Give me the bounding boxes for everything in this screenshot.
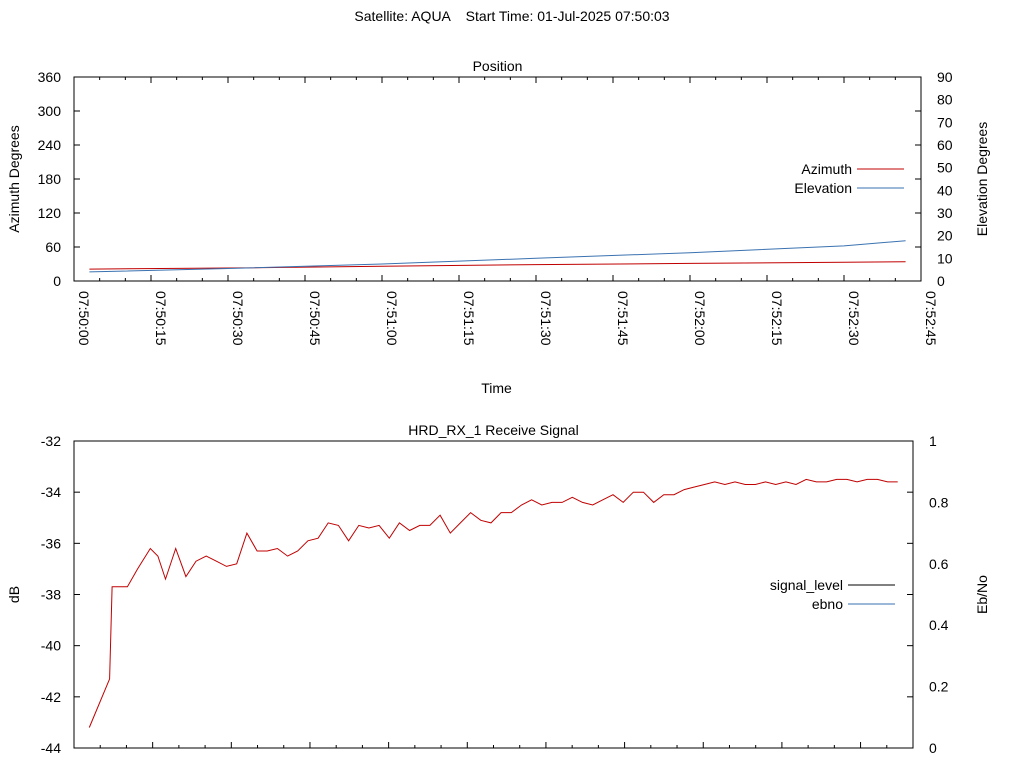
signal-y2-tick-label: 0.8 <box>929 494 949 510</box>
signal-series-line-trace <box>88 478 898 728</box>
signal-legend-label: signal_level <box>770 577 843 593</box>
position-y2-tick-label: 60 <box>937 137 953 153</box>
position-x-tick-label: 07:51:00 <box>384 291 400 346</box>
position-y2-tick-label: 10 <box>937 250 953 266</box>
position-x-tick-label: 07:50:30 <box>230 291 246 346</box>
signal-plot-frame <box>73 440 914 749</box>
signal-y2-tick-label: 0.6 <box>929 556 949 572</box>
position-plot-frame <box>73 76 922 282</box>
position-y2-tick-label: 70 <box>937 114 953 130</box>
signal-y-tick-label: -32 <box>41 433 61 449</box>
signal-y2-tick-label: 0.2 <box>929 679 949 695</box>
position-y-tick-label: 120 <box>38 205 62 221</box>
signal-y2-axis-label: Eb/No <box>974 575 990 614</box>
position-y-tick-label: 180 <box>38 171 62 187</box>
position-x-axis-label: Time <box>481 380 512 396</box>
signal-y-tick-label: -34 <box>41 484 61 500</box>
position-y2-axis-label: Elevation Degrees <box>974 122 990 236</box>
signal-y2-tick-label: 0 <box>929 740 937 756</box>
position-x-tick-label: 07:51:15 <box>461 291 477 346</box>
signal-y-axis-label: dB <box>6 586 22 603</box>
position-y-tick-label: 300 <box>38 103 62 119</box>
signal-y-tick-label: -42 <box>41 689 61 705</box>
position-y2-tick-label: 30 <box>937 205 953 221</box>
position-x-tick-label: 07:51:45 <box>615 291 631 346</box>
position-series-line-Azimuth <box>89 261 906 270</box>
signal-y-tick-label: -36 <box>41 535 61 551</box>
position-y2-tick-label: 80 <box>937 92 953 108</box>
position-x-tick-label: 07:52:30 <box>846 291 862 346</box>
position-y2-tick-label: 20 <box>937 228 953 244</box>
position-y2-tick-label: 50 <box>937 160 953 176</box>
position-x-tick-label: 07:50:15 <box>153 291 169 346</box>
position-chart-title: Position <box>473 58 523 74</box>
main-title: Satellite: AQUA Start Time: 01-Jul-2025 … <box>354 8 670 24</box>
position-x-tick-label: 07:50:45 <box>307 291 323 346</box>
signal-legend-label: ebno <box>812 596 843 612</box>
position-y-tick-label: 60 <box>45 239 61 255</box>
position-y-tick-label: 240 <box>38 137 62 153</box>
position-y-axis-label: Azimuth Degrees <box>6 125 22 232</box>
position-x-tick-label: 07:50:00 <box>76 291 92 346</box>
position-legend-label: Azimuth <box>801 161 852 177</box>
position-x-tick-label: 07:52:15 <box>769 291 785 346</box>
signal-y-tick-label: -40 <box>41 638 61 654</box>
position-x-tick-label: 07:52:45 <box>923 291 939 346</box>
signal-chart-title: HRD_RX_1 Receive Signal <box>408 422 578 438</box>
position-y-tick-label: 360 <box>38 69 62 85</box>
position-x-tick-label: 07:51:30 <box>538 291 554 346</box>
signal-y-tick-label: -38 <box>41 587 61 603</box>
signal-y2-tick-label: 1 <box>929 433 937 449</box>
position-x-tick-label: 07:52:00 <box>692 291 708 346</box>
signal-y2-tick-label: 0.4 <box>929 617 949 633</box>
position-y-tick-label: 0 <box>53 273 61 289</box>
position-series-line-Elevation <box>89 240 906 273</box>
signal-y-tick-label: -44 <box>41 740 61 756</box>
position-y2-tick-label: 40 <box>937 182 953 198</box>
position-y2-tick-label: 0 <box>937 273 945 289</box>
position-legend-label: Elevation <box>794 180 852 196</box>
position-y2-tick-label: 90 <box>937 69 953 85</box>
